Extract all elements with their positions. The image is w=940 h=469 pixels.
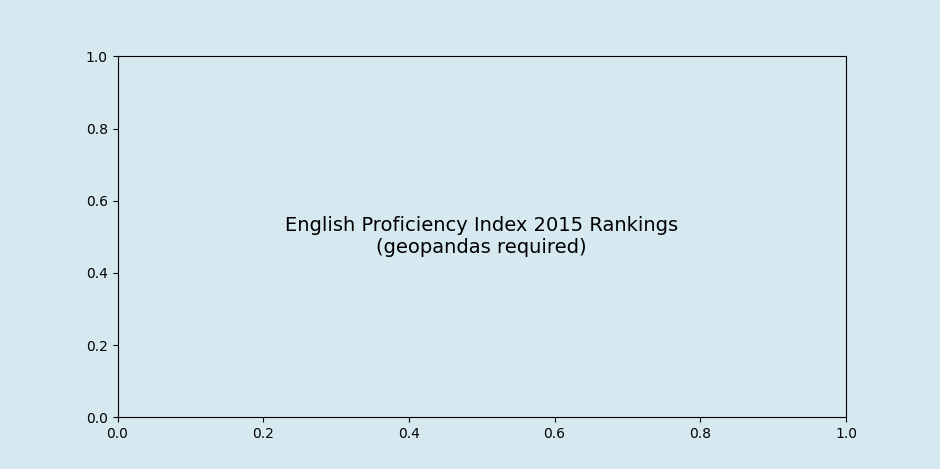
Text: English Proficiency Index 2015 Rankings
(geopandas required): English Proficiency Index 2015 Rankings … xyxy=(285,216,679,257)
